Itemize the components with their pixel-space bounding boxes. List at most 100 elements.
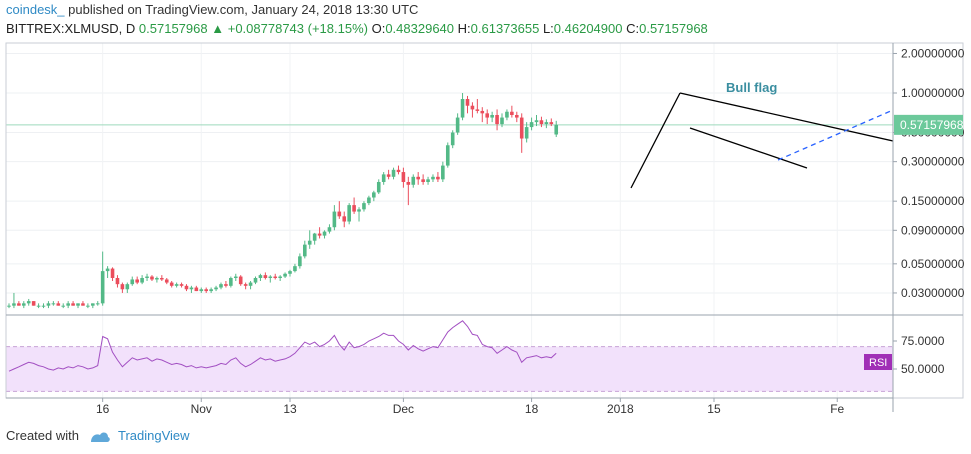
candle-body [150,276,154,280]
candle-body [66,303,70,306]
publisher-link[interactable]: coindesk_ [6,2,65,17]
tradingview-logo-icon [90,432,110,442]
candle-body [391,169,396,177]
candle-body [347,205,351,222]
candle-body [441,165,445,180]
publish-info: coindesk_ published on TradingView.com, … [6,2,418,17]
time-tick-label: 16 [96,402,110,416]
candle-body [450,132,455,146]
open-label: O: [371,21,386,36]
candle-body [12,303,16,306]
candle-body [322,231,327,236]
candle-body [386,174,391,177]
candle-body [91,303,95,306]
candle-body [179,284,184,286]
candle-body [549,122,554,125]
candle-body [46,303,51,306]
last-price-tag-label: 0.57157968 [900,118,964,132]
candle-body [401,172,406,182]
candle-body [500,117,504,125]
candle-body [554,124,559,135]
candle-body [396,169,401,173]
candle-body [529,122,534,128]
candle-body [214,287,218,290]
candle-body [514,114,519,118]
candle-body [505,111,509,118]
candle-body [426,179,430,182]
open-value: 0.48329640 [385,21,455,36]
candle-body [160,277,164,280]
candle-body [411,176,416,185]
up-arrow-icon: ▲ [211,21,225,36]
price-tick-label: 1.00000000 [901,86,965,100]
candle-body [41,305,46,307]
candle-body [204,289,208,292]
candle-body [86,305,90,307]
candle-body [140,277,144,283]
candle-body [455,117,460,133]
candle-body [238,276,243,285]
candle-body [372,192,376,198]
candle-body [263,275,268,278]
time-tick-label: 2018 [607,402,634,416]
candle-body [534,120,539,123]
price-tick-label: 0.05000000 [901,257,965,271]
time-tick-label: Dec [393,402,414,416]
candle-body [17,303,21,306]
candle-body [293,266,297,272]
candle-body [51,303,56,305]
candle-body [81,303,85,306]
price-tick-label: 0.03000000 [901,286,965,300]
candle-body [490,114,494,118]
candle-body [288,271,292,274]
rsi-tag-label: RSI [869,357,887,369]
published-text: published on TradingView.com, January 24… [68,2,419,17]
candle-body [337,211,342,217]
candle-body [431,176,435,180]
candle-body [332,211,337,228]
candle-body [209,289,213,292]
candle-body [56,303,61,306]
candle-body [229,277,233,286]
candle-body [105,268,110,272]
candle-body [243,284,248,286]
candle-body [544,122,549,125]
rsi-tag [864,354,892,370]
candle-body [312,233,317,241]
candle-body [485,113,490,118]
candle-body [465,99,470,106]
candle-body [421,179,425,182]
candle-body [362,203,366,210]
candle-body [303,244,307,257]
candle-body [475,109,480,111]
candle-body [199,289,204,292]
candle-body [298,256,302,267]
candle-body [135,279,139,283]
candle-body [283,273,287,277]
price-tick-label: 0.30000000 [901,155,965,169]
candle-body [519,117,524,139]
candle-body [194,287,199,292]
price-tick-label: 2.00000000 [901,46,965,60]
candle-body [327,227,332,232]
price-chart[interactable]: Bull flag 2.000000001.000000000.50000000… [0,0,971,428]
close-value: 0.57157968 [639,21,708,36]
high-label: H: [457,21,471,36]
rsi-line [8,320,557,372]
candle-body [110,268,115,278]
close-label: C: [626,21,640,36]
candle-body [169,282,174,286]
breakout-trend-line [777,109,894,161]
candle-body [26,301,31,304]
candle-body [317,233,322,236]
candle-body [130,279,135,285]
flag-lower-line [689,127,808,169]
candle-body [189,287,194,290]
candle-body [61,305,66,307]
time-tick-label: Fe [830,402,844,416]
time-tick-label: 15 [707,402,721,416]
rsi-tick-label: 75.0000 [901,334,945,348]
tradingview-link[interactable]: TradingView [118,428,190,443]
candle-body [155,277,159,280]
candle-body [406,181,411,185]
